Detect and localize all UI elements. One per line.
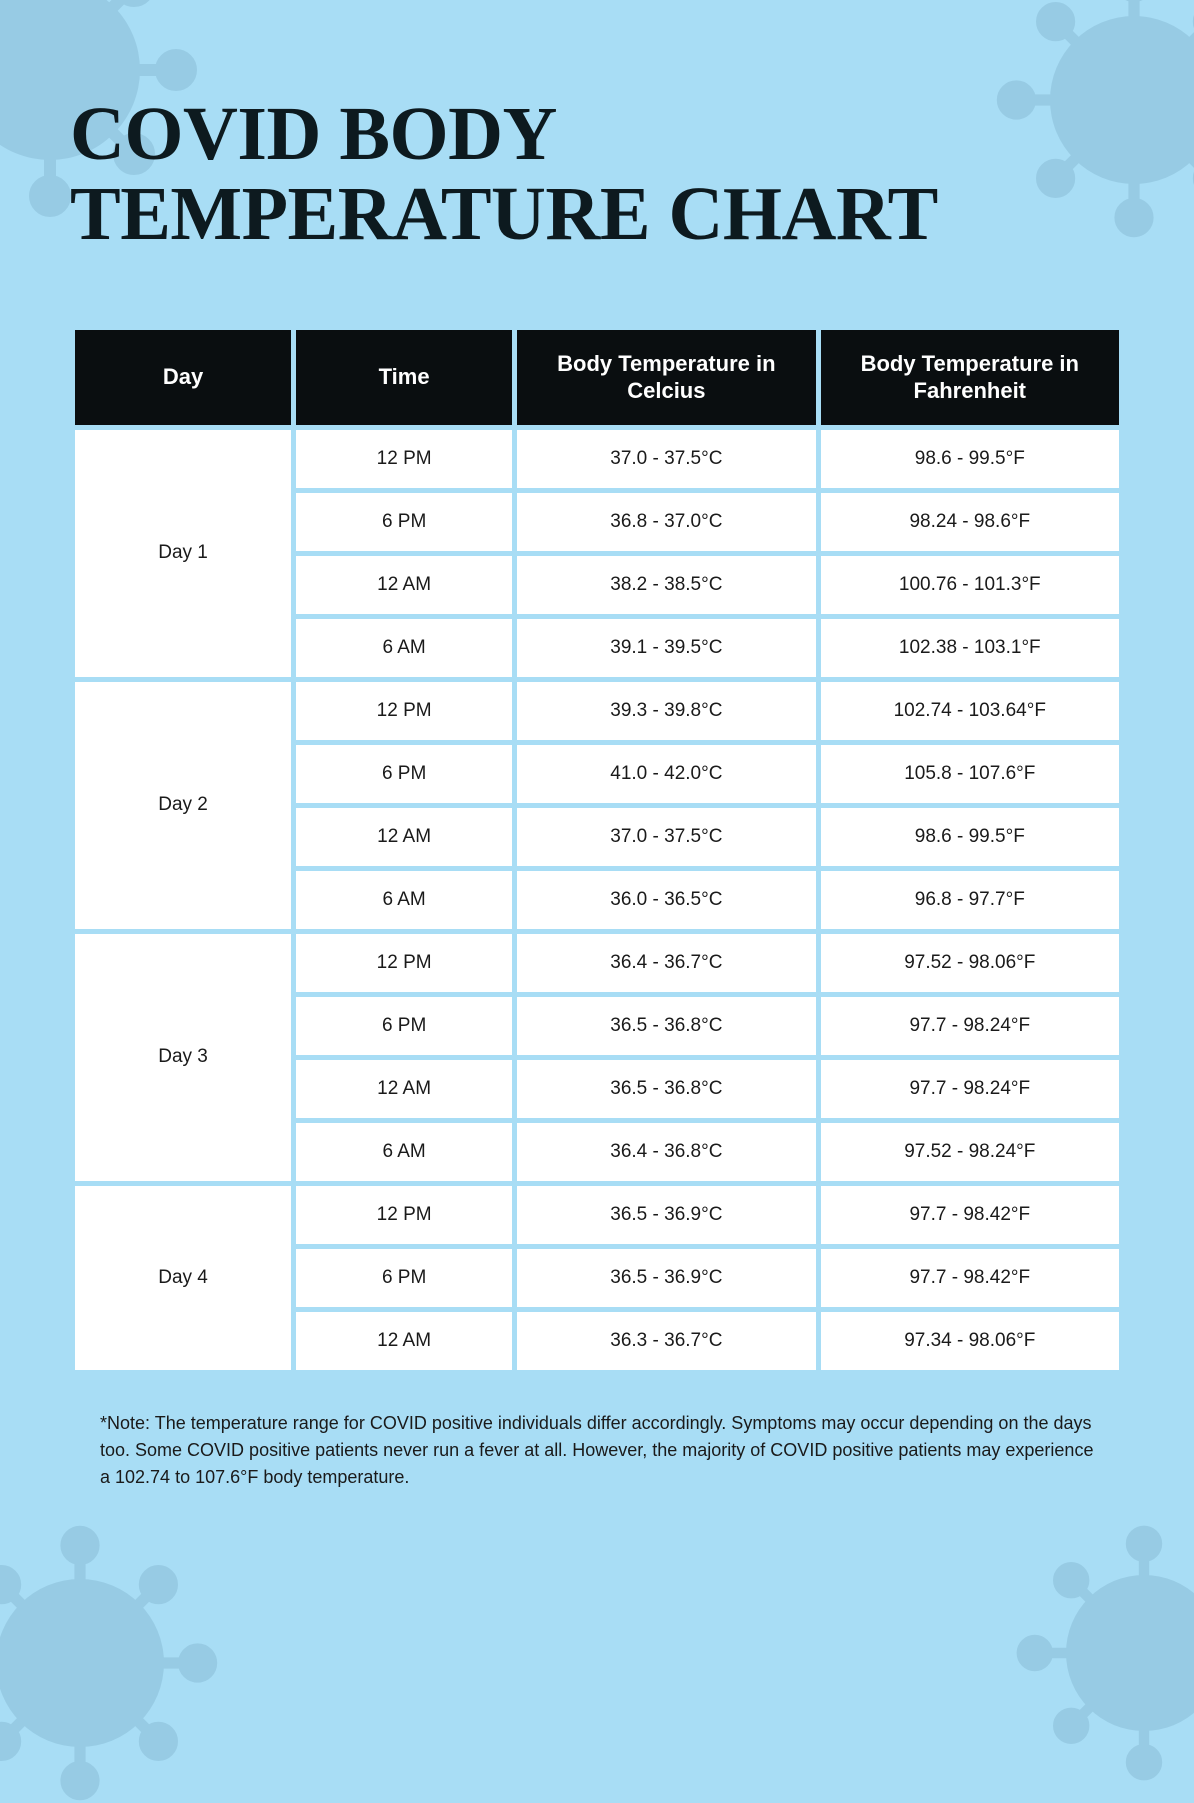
time-cell: 6 PM — [296, 1249, 512, 1307]
celsius-cell: 38.2 - 38.5°C — [517, 556, 815, 614]
fahrenheit-cell: 98.24 - 98.6°F — [821, 493, 1119, 551]
time-cell: 6 AM — [296, 619, 512, 677]
temperature-table: Day Time Body Temperature in Celcius Bod… — [70, 325, 1124, 1375]
celsius-cell: 36.5 - 36.9°C — [517, 1186, 815, 1244]
fahrenheit-cell: 98.6 - 99.5°F — [821, 808, 1119, 866]
time-cell: 12 AM — [296, 1060, 512, 1118]
celsius-cell: 39.3 - 39.8°C — [517, 682, 815, 740]
page-title: COVID BODY TEMPERATURE CHART — [70, 95, 1124, 255]
celsius-cell: 36.5 - 36.8°C — [517, 1060, 815, 1118]
celsius-cell: 36.0 - 36.5°C — [517, 871, 815, 929]
celsius-cell: 36.4 - 36.8°C — [517, 1123, 815, 1181]
table-row: Day 212 PM39.3 - 39.8°C102.74 - 103.64°F — [75, 682, 1119, 740]
footnote: *Note: The temperature range for COVID p… — [70, 1410, 1124, 1491]
fahrenheit-cell: 97.7 - 98.42°F — [821, 1249, 1119, 1307]
col-header-celsius: Body Temperature in Celcius — [517, 330, 815, 425]
fahrenheit-cell: 105.8 - 107.6°F — [821, 745, 1119, 803]
time-cell: 6 PM — [296, 493, 512, 551]
time-cell: 6 PM — [296, 745, 512, 803]
fahrenheit-cell: 97.7 - 98.24°F — [821, 1060, 1119, 1118]
celsius-cell: 41.0 - 42.0°C — [517, 745, 815, 803]
day-cell: Day 3 — [75, 934, 291, 1181]
time-cell: 6 AM — [296, 1123, 512, 1181]
fahrenheit-cell: 97.7 - 98.42°F — [821, 1186, 1119, 1244]
time-cell: 6 AM — [296, 871, 512, 929]
fahrenheit-cell: 97.52 - 98.06°F — [821, 934, 1119, 992]
time-cell: 12 PM — [296, 430, 512, 488]
fahrenheit-cell: 96.8 - 97.7°F — [821, 871, 1119, 929]
col-header-fahrenheit: Body Temperature in Fahrenheit — [821, 330, 1119, 425]
fahrenheit-cell: 100.76 - 101.3°F — [821, 556, 1119, 614]
time-cell: 12 AM — [296, 1312, 512, 1370]
time-cell: 12 AM — [296, 556, 512, 614]
celsius-cell: 36.5 - 36.8°C — [517, 997, 815, 1055]
day-cell: Day 1 — [75, 430, 291, 677]
time-cell: 12 PM — [296, 934, 512, 992]
time-cell: 12 AM — [296, 808, 512, 866]
time-cell: 12 PM — [296, 1186, 512, 1244]
time-cell: 6 PM — [296, 997, 512, 1055]
fahrenheit-cell: 102.38 - 103.1°F — [821, 619, 1119, 677]
celsius-cell: 36.5 - 36.9°C — [517, 1249, 815, 1307]
time-cell: 12 PM — [296, 682, 512, 740]
fahrenheit-cell: 102.74 - 103.64°F — [821, 682, 1119, 740]
col-header-time: Time — [296, 330, 512, 425]
day-cell: Day 4 — [75, 1186, 291, 1370]
fahrenheit-cell: 97.7 - 98.24°F — [821, 997, 1119, 1055]
celsius-cell: 37.0 - 37.5°C — [517, 430, 815, 488]
fahrenheit-cell: 97.34 - 98.06°F — [821, 1312, 1119, 1370]
table-header-row: Day Time Body Temperature in Celcius Bod… — [75, 330, 1119, 425]
celsius-cell: 36.3 - 36.7°C — [517, 1312, 815, 1370]
col-header-day: Day — [75, 330, 291, 425]
table-row: Day 112 PM37.0 - 37.5°C98.6 - 99.5°F — [75, 430, 1119, 488]
celsius-cell: 36.4 - 36.7°C — [517, 934, 815, 992]
celsius-cell: 39.1 - 39.5°C — [517, 619, 815, 677]
day-cell: Day 2 — [75, 682, 291, 929]
celsius-cell: 36.8 - 37.0°C — [517, 493, 815, 551]
celsius-cell: 37.0 - 37.5°C — [517, 808, 815, 866]
virus-icon — [0, 1523, 220, 1803]
table-row: Day 412 PM36.5 - 36.9°C97.7 - 98.42°F — [75, 1186, 1119, 1244]
table-row: Day 312 PM36.4 - 36.7°C97.52 - 98.06°F — [75, 934, 1119, 992]
fahrenheit-cell: 98.6 - 99.5°F — [821, 430, 1119, 488]
virus-icon — [1014, 1523, 1194, 1783]
fahrenheit-cell: 97.52 - 98.24°F — [821, 1123, 1119, 1181]
